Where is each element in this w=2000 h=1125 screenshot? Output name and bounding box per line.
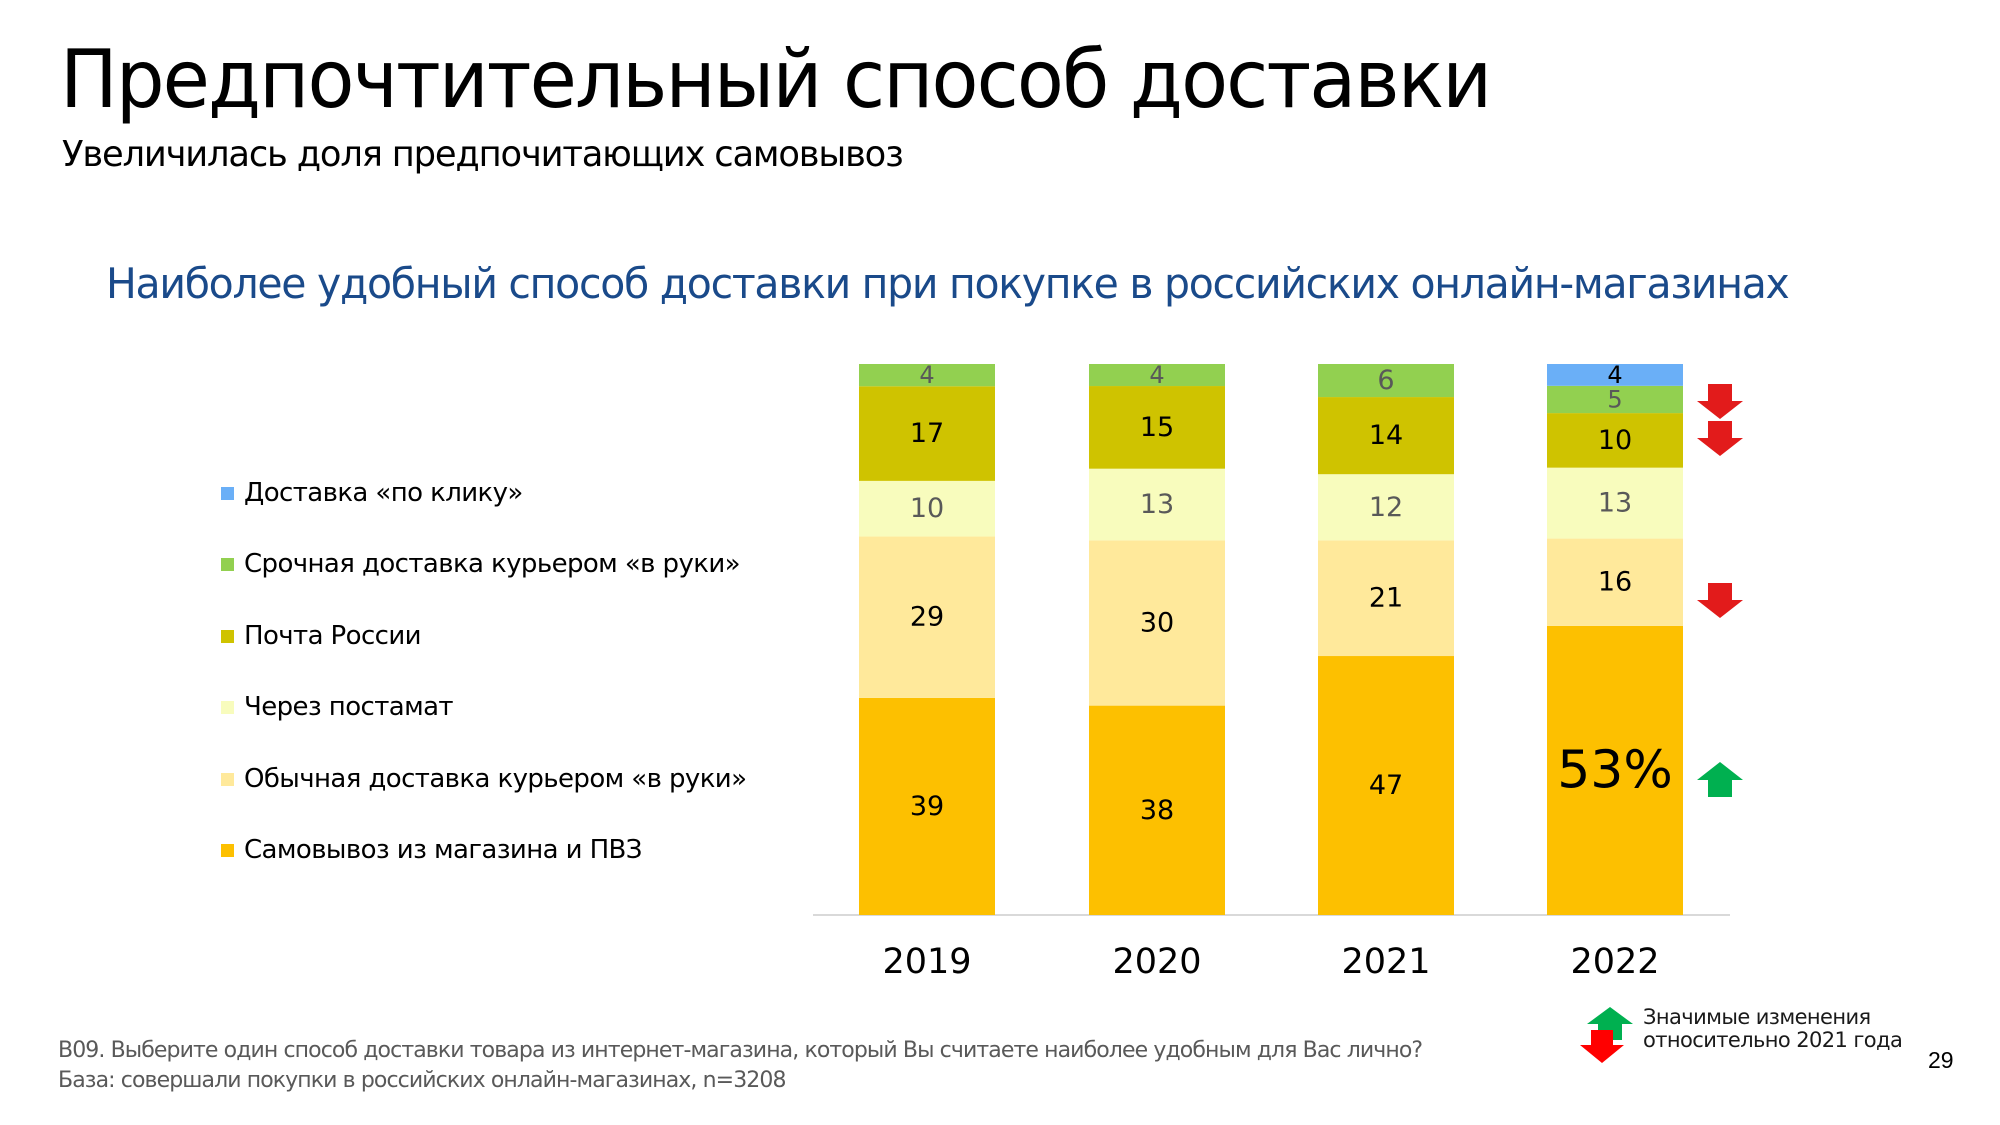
bar-segment-2021-s1 [1318,540,1454,657]
bar-segment-2022-s0 [1547,625,1683,915]
legend-down-arrow-icon [1580,1030,1624,1063]
data-label-2019-s0: 39 [910,791,944,822]
data-label-2019-s4: 4 [919,361,934,389]
bar-segment-2022-s2 [1547,467,1683,539]
x-tick-label-2020: 2020 [1112,942,1201,982]
legend-item-1: Срочная доставка курьером «в руки» [221,549,741,579]
legend-label: Самовывоз из магазина и ПВЗ [244,835,642,865]
data-label-2021-s0: 47 [1369,770,1403,801]
data-label-2022-s1: 16 [1598,567,1632,598]
data-label-2020-s0: 38 [1140,795,1174,826]
bar-segment-2021-s2 [1318,474,1454,541]
legend-swatch-icon [221,629,234,643]
page-number: 29 [1928,1047,1954,1073]
page-title: Предпочтительный способ доставки [60,33,1492,126]
bar-segment-2019-s4 [859,364,995,387]
bar-segment-2020-s1 [1089,540,1225,706]
x-tick-label-2019: 2019 [882,942,971,982]
bar-segment-2020-s2 [1089,468,1225,541]
data-label-2020-s1: 30 [1140,607,1174,638]
legend-item-4: Обычная доставка курьером «в руки» [221,764,747,794]
data-label-2022-s2: 13 [1598,488,1632,519]
bars-group [859,364,1683,915]
data-label-2022-s0: 53% [1557,740,1673,800]
data-label-2021-s4: 6 [1377,365,1394,396]
bar-segment-2020-s4 [1089,364,1225,387]
data-label-2022-s3: 10 [1598,425,1632,456]
legend-swatch-icon [221,700,234,714]
bar-segment-2020-s0 [1089,705,1225,915]
bar-segment-2021-s0 [1318,656,1454,915]
down-arrow-icon-1 [1697,421,1743,456]
data-label-2019-s1: 29 [910,602,944,633]
legend-label: Обычная доставка курьером «в руки» [244,764,747,794]
up-arrow-icon-3 [1697,762,1743,797]
legend-swatch-icon [221,557,234,571]
data-label-2020-s3: 15 [1140,412,1174,443]
significance-markers-group [1697,384,1743,797]
legend-label: Через постамат [244,692,454,722]
footer-question: В09. Выберите один способ доставки товар… [58,1038,1423,1063]
legend-swatch-icon [221,772,234,786]
legend-item-5: Самовывоз из магазина и ПВЗ [221,835,642,865]
data-label-2021-s1: 21 [1369,583,1403,614]
significance-legend-line2: относительно 2021 года [1643,1028,1903,1052]
significance-legend-icon [1580,1007,1633,1063]
bar-segment-2019-s0 [859,697,995,915]
bar-segment-2019-s1 [859,536,995,698]
legend-label: Почта России [244,621,422,651]
data-label-2021-s2: 12 [1369,492,1403,523]
data-label-2022-s4: 5 [1607,385,1622,413]
x-tick-labels-group: 2019 2020 2021 2022 [882,942,1659,982]
legend-item-0: Доставка «по клику» [221,478,523,508]
legend-item-2: Почта России [221,621,422,651]
significance-legend-text: Значимые изменения относительно 2021 год… [1643,1005,1903,1052]
bar-segment-2022-s4 [1547,385,1683,414]
legend-item-3: Через постамат [221,692,454,722]
legend-label: Срочная доставка курьером «в руки» [244,549,741,579]
bar-segment-2019-s2 [859,480,995,537]
legend-label: Доставка «по клику» [244,478,523,508]
bar-segment-2021-s3 [1318,397,1454,475]
chart-title: Наиболее удобный способ доставки при пок… [106,259,1790,308]
x-tick-label-2021: 2021 [1341,942,1430,982]
data-label-2022-s5: 4 [1607,361,1622,389]
bar-segment-2021-s4 [1318,364,1454,398]
data-label-2019-s3: 17 [910,418,944,449]
legend-swatch-icon [221,486,234,500]
bar-segment-2022-s3 [1547,413,1683,468]
bar-segment-2020-s3 [1089,386,1225,469]
data-label-2020-s4: 4 [1149,361,1164,389]
bar-segment-2022-s1 [1547,538,1683,626]
data-label-2021-s3: 14 [1369,420,1403,451]
bar-segment-2019-s3 [859,386,995,481]
down-arrow-icon-2 [1697,583,1743,618]
data-label-2020-s2: 13 [1140,489,1174,520]
x-tick-label-2022: 2022 [1570,942,1659,982]
data-label-2019-s2: 10 [910,493,944,524]
significance-legend-line1: Значимые изменения [1643,1005,1871,1029]
down-arrow-icon-0 [1697,384,1743,419]
legend-swatch-icon [221,843,234,857]
bar-segment-2022-s5 [1547,364,1683,386]
page-subtitle: Увеличилась доля предпочитающих самовыво… [62,134,904,175]
footer-base: База: совершали покупки в российских онл… [58,1068,786,1093]
